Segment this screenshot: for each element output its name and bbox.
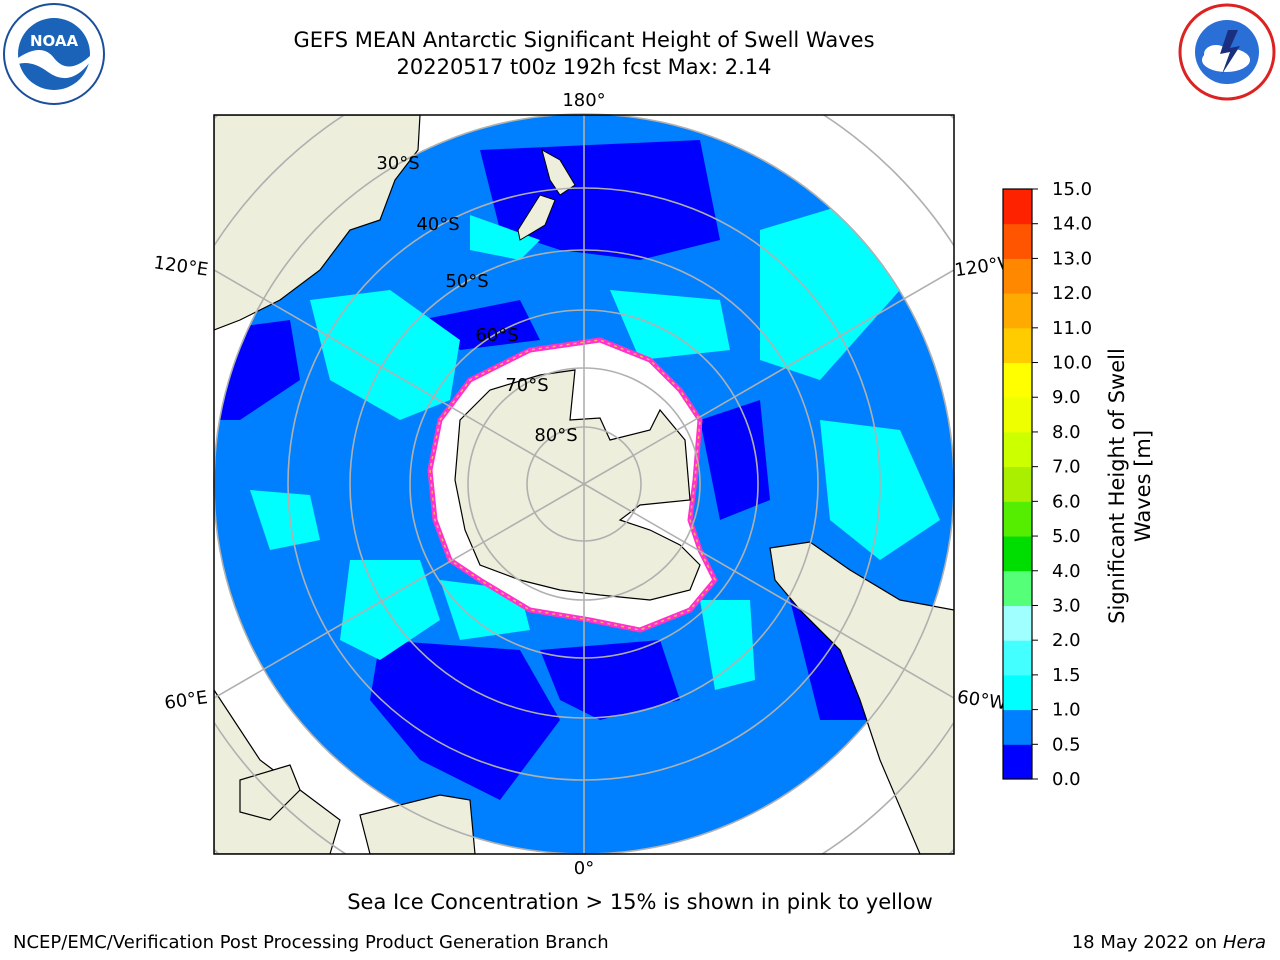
lon-label-60e: 60°E <box>163 687 209 714</box>
colorbar-segment <box>1003 431 1032 468</box>
national-weather-service-logo <box>1178 3 1276 101</box>
colorbar-tick-label: 7.0 <box>1052 457 1081 478</box>
colorbar-tick-label: 0.0 <box>1052 769 1081 790</box>
lat-label-50s: 50°S <box>445 271 488 292</box>
footer-credit: NCEP/EMC/Verification Post Processing Pr… <box>13 932 609 953</box>
lon-label-60w: 60°W <box>956 687 1008 715</box>
colorbar-segment <box>1003 293 1032 329</box>
lat-label-30s: 30°S <box>376 153 419 174</box>
colorbar-tick-label: 14.0 <box>1052 214 1092 235</box>
lon-label-120e: 120°E <box>152 252 209 280</box>
colorbar-tick-label: 4.0 <box>1052 561 1081 582</box>
colorbar-tick-label: 2.0 <box>1052 630 1081 651</box>
chart-subtitle: 20220517 t00z 192h fcst Max: 2.14 <box>396 55 772 79</box>
sea-ice-note: Sea Ice Concentration > 15% is shown in … <box>347 890 933 914</box>
colorbar-tick-label: 0.5 <box>1052 734 1081 755</box>
colorbar-tick-label: 5.0 <box>1052 526 1081 547</box>
colorbar-tick-label: 11.0 <box>1052 318 1092 339</box>
lon-label-180: 180° <box>562 90 605 111</box>
colorbar-segment <box>1003 605 1032 641</box>
colorbar-tick-label: 3.0 <box>1052 595 1081 616</box>
footer-host: Hera <box>1222 932 1266 953</box>
colorbar-segment <box>1003 189 1032 225</box>
colorbar-tick-label: 6.0 <box>1052 491 1081 512</box>
lat-label-60s: 60°S <box>475 325 518 346</box>
colorbar-tick-label: 10.0 <box>1052 353 1092 374</box>
colorbar-label-line1: Significant Height of Swell <box>1105 348 1129 624</box>
colorbar-segment <box>1003 397 1032 433</box>
colorbar-tick-label: 13.0 <box>1052 248 1092 269</box>
colorbar-segment <box>1003 674 1032 711</box>
colorbar-segment <box>1003 466 1032 502</box>
colorbar-segment <box>1003 501 1032 537</box>
colorbar-tick-label: 1.0 <box>1052 700 1081 721</box>
lat-label-40s: 40°S <box>416 214 459 235</box>
lon-label-0: 0° <box>574 858 594 879</box>
colorbar-segment <box>1003 744 1032 780</box>
colorbar-segment <box>1003 327 1032 364</box>
colorbar-segment <box>1003 640 1032 676</box>
colorbar-segment <box>1003 536 1032 572</box>
colorbar-tick-label: 15.0 <box>1052 179 1092 200</box>
colorbar-tick-label: 12.0 <box>1052 283 1092 304</box>
colorbar-label-line2: Waves [m] <box>1131 430 1155 542</box>
colorbar-segment <box>1003 570 1032 606</box>
footer-date-text: 18 May 2022 on <box>1071 932 1218 953</box>
colorbar-segment <box>1003 362 1032 398</box>
lat-label-70s: 70°S <box>505 375 548 396</box>
colorbar-tick-label: 1.5 <box>1052 665 1081 686</box>
lat-label-80s: 80°S <box>534 425 577 446</box>
colorbar-tick-label: 8.0 <box>1052 422 1081 443</box>
svg-text:NOAA: NOAA <box>30 32 79 50</box>
map-frame <box>213 114 955 855</box>
colorbar-segment <box>1003 709 1032 745</box>
noaa-logo: NOAA <box>3 3 105 105</box>
colorbar: 0.0 0.5 1.0 1.5 2.0 3.0 4.0 5.0 6.0 7.0 8.0 9.0 10.0… <box>1002 179 1092 790</box>
colorbar-segment <box>1003 258 1032 294</box>
footer-date: 18 May 2022 on Hera <box>1072 932 1266 953</box>
colorbar-tick-label: 9.0 <box>1052 387 1081 408</box>
chart-title: GEFS MEAN Antarctic Significant Height o… <box>293 28 875 52</box>
colorbar-segment <box>1003 223 1032 259</box>
colorbar-frame <box>1002 188 1033 780</box>
